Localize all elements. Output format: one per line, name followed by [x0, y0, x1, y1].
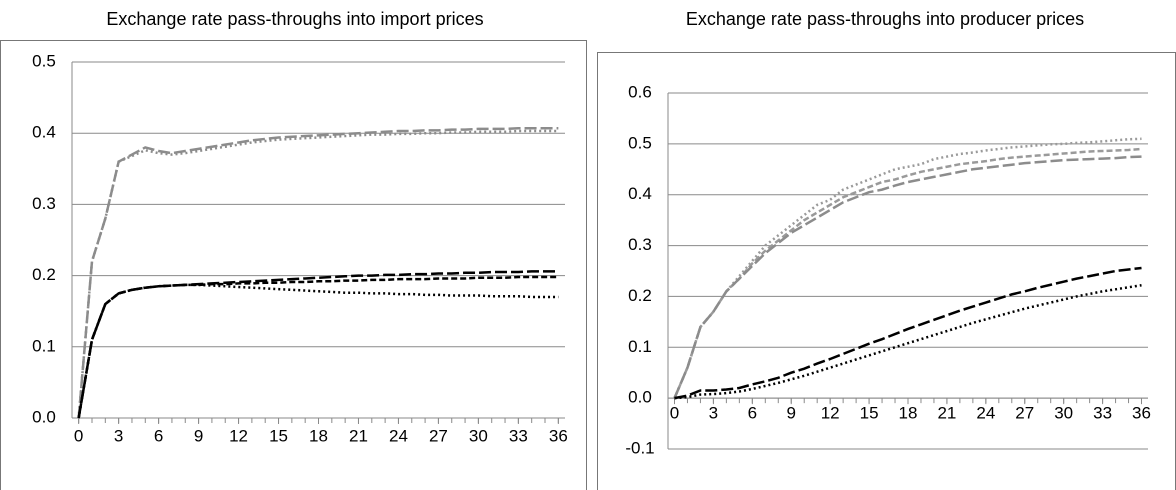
- x-tick-label: 15: [860, 404, 879, 423]
- x-tick-label: 9: [787, 404, 796, 423]
- series-line: [77, 270, 559, 419]
- x-tick-label: 33: [509, 426, 528, 445]
- x-tick-label: 21: [349, 426, 368, 445]
- x-tick-label: 33: [1093, 404, 1112, 423]
- y-tick-label: 0.5: [628, 133, 652, 152]
- x-tick-label: 15: [269, 426, 288, 445]
- series-line: [77, 126, 559, 419]
- series-line: [673, 147, 1142, 399]
- y-tick-label: 0.5: [32, 51, 56, 70]
- y-tick-label: 0.0: [32, 407, 56, 426]
- series-line: [77, 129, 559, 419]
- x-tick-label: 3: [709, 404, 718, 423]
- x-tick-label: 27: [1015, 404, 1034, 423]
- x-tick-label: 12: [229, 426, 248, 445]
- x-tick-label: 0: [74, 426, 83, 445]
- x-tick-label: 6: [748, 404, 757, 423]
- y-tick-label: 0.6: [628, 82, 652, 101]
- series-line: [674, 284, 1142, 400]
- x-tick-label: 9: [194, 426, 203, 445]
- x-tick-label: 27: [429, 426, 448, 445]
- x-tick-label: 0: [670, 404, 679, 423]
- y-tick-label: 0.1: [628, 337, 652, 356]
- y-tick-label: 0.4: [628, 184, 652, 203]
- series-line: [674, 266, 1142, 400]
- chart-title: Exchange rate pass-throughs into import …: [106, 9, 484, 29]
- y-tick-label: 0.1: [32, 336, 56, 355]
- chart-title: Exchange rate pass-throughs into produce…: [685, 9, 1085, 29]
- x-tick-label: 6: [154, 426, 163, 445]
- series-line: [673, 137, 1142, 399]
- y-tick-label: 0.2: [32, 265, 56, 284]
- series-line: [673, 155, 1142, 399]
- chart-frame: [0, 40, 587, 490]
- y-tick-label: 0.3: [32, 194, 56, 213]
- x-tick-label: 30: [469, 426, 488, 445]
- y-tick-label: 0.0: [628, 388, 652, 407]
- x-tick-label: 18: [309, 426, 328, 445]
- series-line: [77, 275, 559, 419]
- x-tick-label: 36: [549, 426, 568, 445]
- x-tick-label: 12: [821, 404, 840, 423]
- x-tick-label: 36: [1132, 404, 1151, 423]
- x-tick-label: 24: [389, 426, 408, 445]
- x-tick-label: 18: [899, 404, 918, 423]
- y-tick-label: -0.1: [625, 438, 654, 457]
- y-tick-label: 0.2: [628, 286, 652, 305]
- x-tick-label: 3: [114, 426, 123, 445]
- x-tick-label: 30: [1054, 404, 1073, 423]
- y-tick-label: 0.4: [32, 123, 56, 142]
- series-line: [77, 283, 559, 419]
- x-tick-label: 21: [937, 404, 956, 423]
- y-tick-label: 0.3: [628, 235, 652, 254]
- chart-frame: [597, 52, 1176, 490]
- x-tick-label: 24: [976, 404, 995, 423]
